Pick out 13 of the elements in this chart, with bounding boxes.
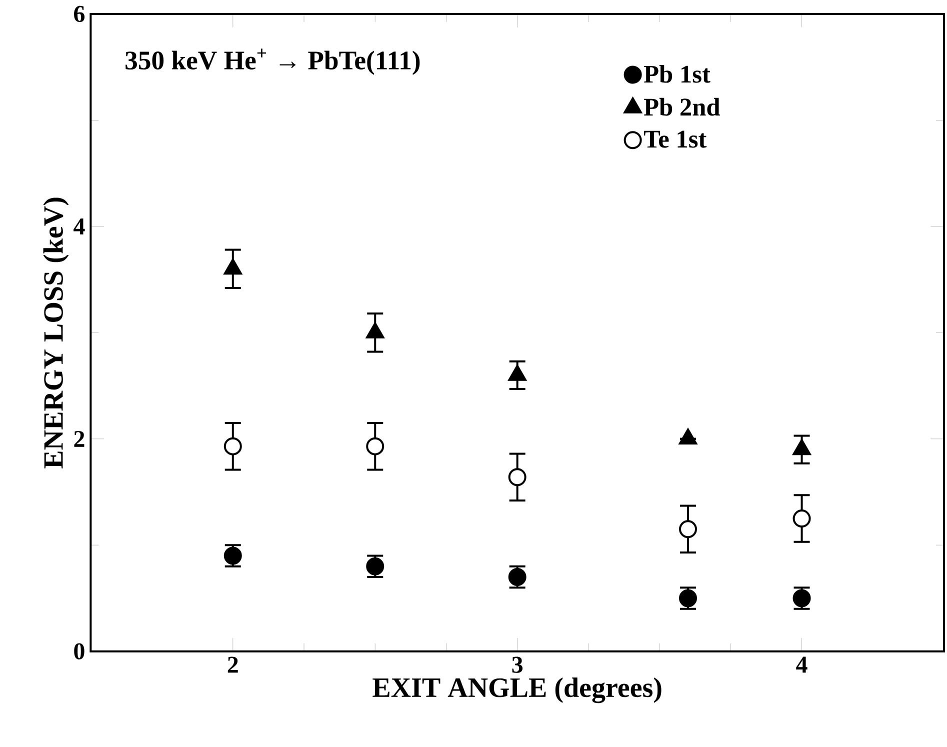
legend-label: Te 1st: [644, 130, 707, 148]
x-tick-label: 3: [512, 656, 523, 673]
legend-label: Pb 2nd: [644, 98, 720, 116]
y-axis-title: ENERGY LOSS (keV): [43, 198, 69, 468]
legend-label: Pb 1st: [644, 64, 710, 83]
text: 350 keV He$^{+}$ → PbTe(111): [126, 48, 420, 75]
y-tick-label: 6: [74, 6, 85, 22]
y-tick-label: 0: [74, 643, 84, 660]
x-tick-label: 4: [796, 656, 808, 672]
y-tick-label: 4: [74, 218, 85, 234]
x-tick-label: 2: [228, 656, 238, 673]
x-axis-title: EXIT ANGLE (degrees): [372, 677, 662, 703]
y-tick-label: 2: [74, 430, 84, 447]
